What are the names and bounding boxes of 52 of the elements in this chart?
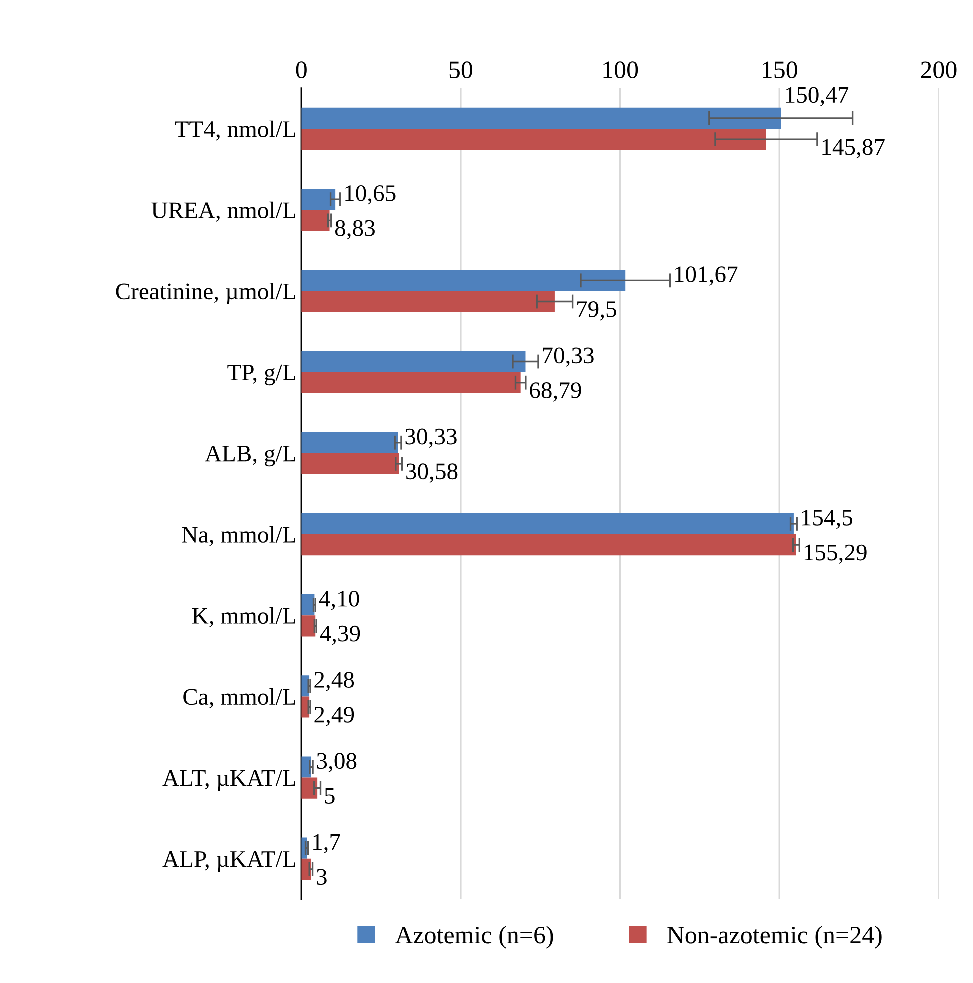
data-label: 30,33	[406, 428, 457, 448]
data-label: 145,87	[822, 139, 885, 159]
y-tick-label: TT4, nmol/L	[175, 120, 296, 141]
data-label: 4,10	[319, 590, 360, 610]
legend-label: Non-azotemic (n=24)	[668, 926, 882, 949]
data-label: 150,47	[786, 87, 849, 107]
bar	[302, 291, 555, 312]
data-label: 4,39	[320, 626, 360, 646]
bar	[302, 372, 521, 394]
bar	[302, 778, 318, 799]
y-tick-label: UREA, nmol/L	[152, 202, 296, 222]
bar	[302, 453, 400, 474]
data-label: 155,29	[804, 544, 867, 564]
data-label: 70,33	[543, 348, 594, 368]
data-label: 10,65	[346, 185, 396, 205]
data-label: 5	[325, 788, 335, 804]
bar	[302, 108, 782, 130]
y-tick-label: Creatinine, µmol/L	[116, 283, 296, 304]
y-tick-label: TP, g/L	[228, 364, 296, 386]
data-label: 101,67	[675, 266, 738, 286]
bar	[302, 513, 794, 535]
y-tick-label: K, mmol/L	[192, 607, 296, 628]
bar	[302, 432, 398, 454]
x-tick-label: 100	[604, 62, 638, 79]
bar	[302, 594, 315, 616]
legend-label: Azotemic (n=6)	[395, 926, 554, 949]
data-label: 154,5	[802, 510, 853, 530]
x-tick-label: 200	[921, 62, 957, 79]
x-tick-label: 0	[296, 62, 307, 79]
data-label: 1,7	[314, 834, 340, 854]
bar	[302, 351, 526, 372]
y-tick-label: Na, mmol/L	[182, 526, 296, 546]
data-label: 30,58	[406, 464, 458, 483]
data-label: 8,83	[335, 220, 375, 240]
bar	[302, 189, 336, 210]
y-tick-label: ALP, µKAT/L	[162, 852, 296, 872]
data-label: 3,08	[317, 753, 357, 773]
bar	[302, 616, 316, 637]
y-tick-label: ALB, g/L	[205, 446, 296, 467]
bar	[302, 534, 796, 556]
data-label: 3	[317, 869, 327, 886]
bar	[302, 210, 330, 232]
x-tick-label: 50	[450, 62, 473, 79]
data-label: 79,5	[578, 302, 616, 321]
bar	[302, 129, 766, 150]
y-tick-label: Ca, mmol/L	[184, 688, 296, 709]
x-tick-label: 150	[763, 62, 798, 79]
bar	[302, 270, 626, 292]
data-label: 2,49	[314, 707, 354, 726]
data-label: 68,79	[530, 382, 582, 402]
data-label: 2,48	[314, 672, 354, 692]
y-tick-label: ALT, µKAT/L	[162, 770, 296, 792]
